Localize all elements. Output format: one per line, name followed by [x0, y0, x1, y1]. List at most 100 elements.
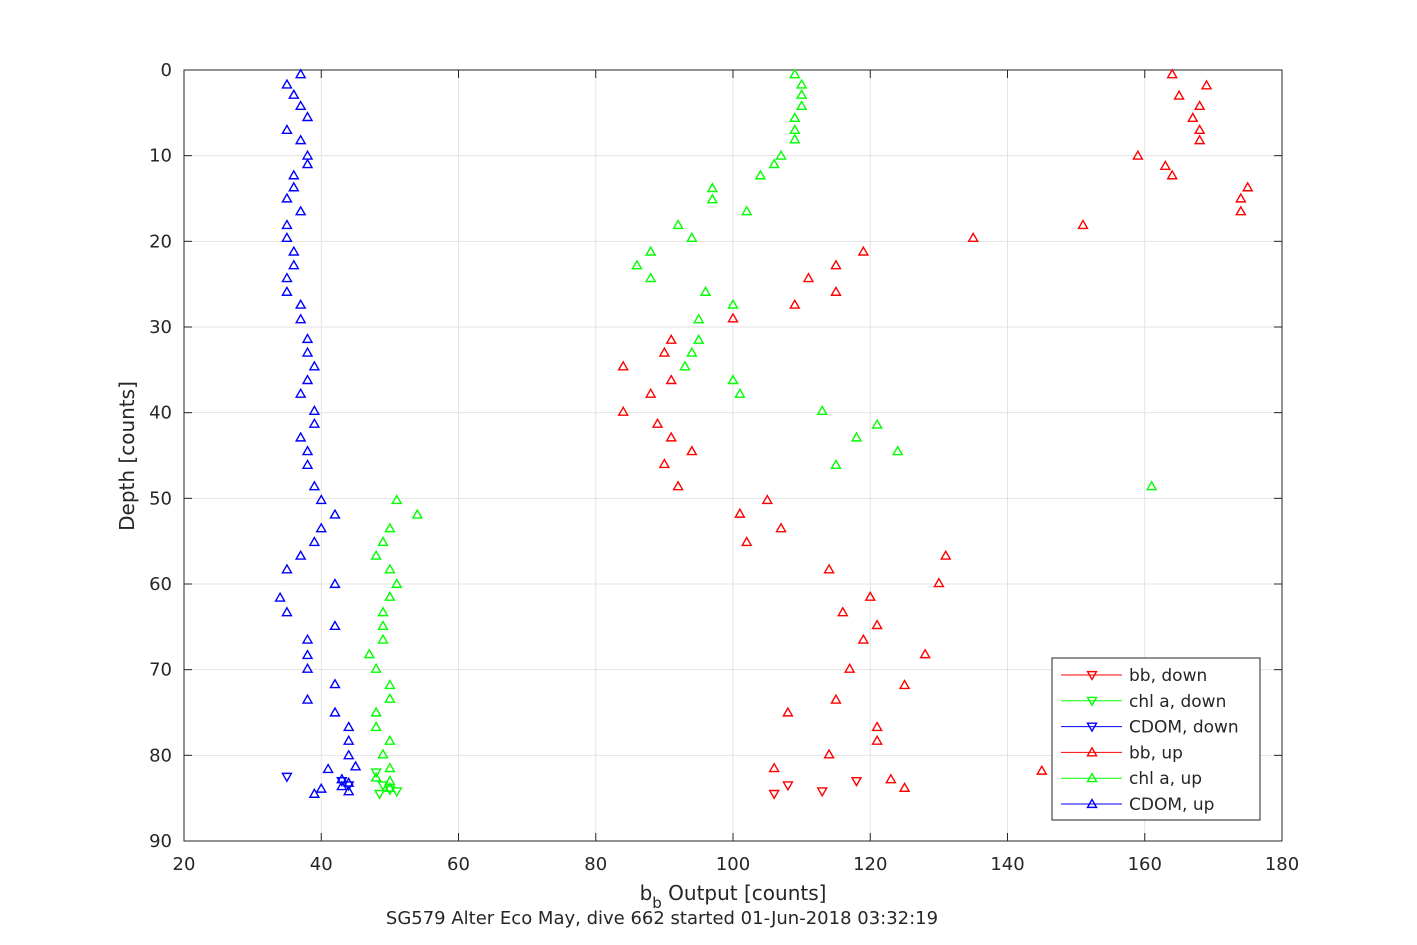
data-point-marker: [294, 205, 307, 216]
data-point-marker: [741, 536, 753, 547]
legend-marker: [1086, 772, 1098, 783]
x-tick-label: 180: [1265, 854, 1299, 875]
y-tick-label: 40: [149, 403, 172, 424]
data-point-marker: [281, 272, 293, 283]
data-point-marker: [384, 522, 396, 533]
data-point-marker: [281, 219, 293, 230]
series-4: [363, 68, 1158, 792]
data-point-marker: [294, 313, 307, 324]
data-point-marker: [768, 789, 780, 800]
y-tick-label: 70: [149, 660, 172, 681]
data-point-marker: [301, 445, 314, 456]
data-point-marker: [665, 333, 677, 344]
legend-marker: [1086, 798, 1098, 809]
data-point-marker: [727, 298, 739, 309]
x-tick-label: 20: [173, 854, 196, 875]
y-tick-label: 20: [149, 231, 172, 252]
data-point-marker: [672, 480, 684, 491]
data-point-marker: [741, 205, 753, 216]
data-point-marker: [288, 245, 300, 256]
x-tick-label: 140: [990, 854, 1024, 875]
data-point-marker: [1132, 149, 1144, 160]
data-point-marker: [898, 781, 911, 792]
x-tick-label: 120: [853, 854, 887, 875]
data-point-marker: [830, 285, 842, 296]
data-point-marker: [288, 259, 300, 270]
data-point-marker: [288, 88, 300, 99]
y-tick-label: 0: [161, 60, 172, 81]
data-point-marker: [308, 480, 321, 491]
data-point-marker: [342, 734, 355, 745]
data-point-marker: [933, 577, 945, 588]
data-point-marker: [761, 494, 774, 505]
data-point-marker: [789, 298, 801, 309]
grid-lines: [183, 69, 1283, 842]
data-point-marker: [384, 563, 396, 574]
legend-label: CDOM, up: [1129, 795, 1214, 815]
data-point-marker: [370, 771, 382, 782]
data-point-marker: [699, 285, 712, 296]
data-point-marker: [617, 360, 629, 371]
data-point-marker: [830, 693, 842, 704]
data-point-marker: [391, 578, 403, 589]
data-point-marker: [301, 374, 314, 385]
y-tick-label: 90: [149, 831, 172, 852]
data-point-marker: [644, 272, 657, 283]
data-point-marker: [857, 245, 870, 256]
data-point-marker: [754, 169, 767, 180]
data-point-marker: [315, 494, 327, 505]
data-point-marker: [782, 781, 794, 792]
data-point-marker: [891, 445, 904, 456]
x-tick-label: 160: [1128, 854, 1162, 875]
data-point-marker: [384, 734, 396, 745]
data-point-marker: [843, 662, 856, 673]
data-point-marker: [727, 312, 739, 323]
data-point-marker: [308, 536, 321, 547]
data-point-marker: [281, 563, 293, 574]
data-point-marker: [281, 124, 293, 135]
data-point-marker: [377, 620, 389, 631]
y-axis-ticks: 0 10 20 30 40 50 60 70 80 90: [149, 60, 1282, 852]
data-point-marker: [706, 182, 719, 193]
data-point-marker: [281, 285, 293, 296]
data-point-marker: [384, 762, 396, 773]
y-tick-label: 30: [149, 317, 172, 338]
x-tick-label: 60: [447, 854, 470, 875]
legend-box: [1051, 657, 1261, 821]
series-3: [617, 68, 1254, 792]
data-point-marker: [1235, 205, 1247, 216]
data-point-marker: [816, 405, 828, 416]
data-point-marker: [644, 387, 657, 398]
data-point-marker: [871, 734, 883, 745]
legend-marker: [1086, 722, 1098, 733]
data-point-marker: [370, 721, 382, 732]
data-point-marker: [837, 606, 849, 617]
data-point-marker: [342, 785, 355, 796]
data-point-marker: [1166, 169, 1178, 180]
data-point-marker: [294, 134, 307, 145]
y-axis-label: Depth [counts]: [115, 381, 139, 531]
series-5: [274, 68, 362, 798]
data-point-marker: [631, 259, 643, 270]
data-point-marker: [1193, 124, 1206, 135]
data-point-marker: [789, 124, 801, 135]
data-point-marker: [1036, 764, 1048, 775]
data-point-marker: [795, 100, 808, 111]
data-point-marker: [384, 785, 396, 796]
data-point-marker: [1166, 68, 1178, 79]
x-axis-label-subscript: b: [652, 894, 662, 912]
data-point-marker: [679, 360, 691, 371]
data-point-marker: [686, 346, 698, 357]
data-point-marker: [775, 149, 787, 160]
legend-marker: [1086, 670, 1098, 681]
data-point-marker: [301, 333, 314, 344]
data-point-marker: [391, 494, 403, 505]
data-point-marker: [768, 762, 780, 773]
data-point-marker: [768, 158, 780, 169]
data-point-marker: [342, 749, 355, 760]
data-point-marker: [789, 112, 801, 123]
data-point-marker: [308, 417, 321, 428]
data-point-marker: [885, 773, 897, 784]
data-point-marker: [658, 346, 671, 357]
